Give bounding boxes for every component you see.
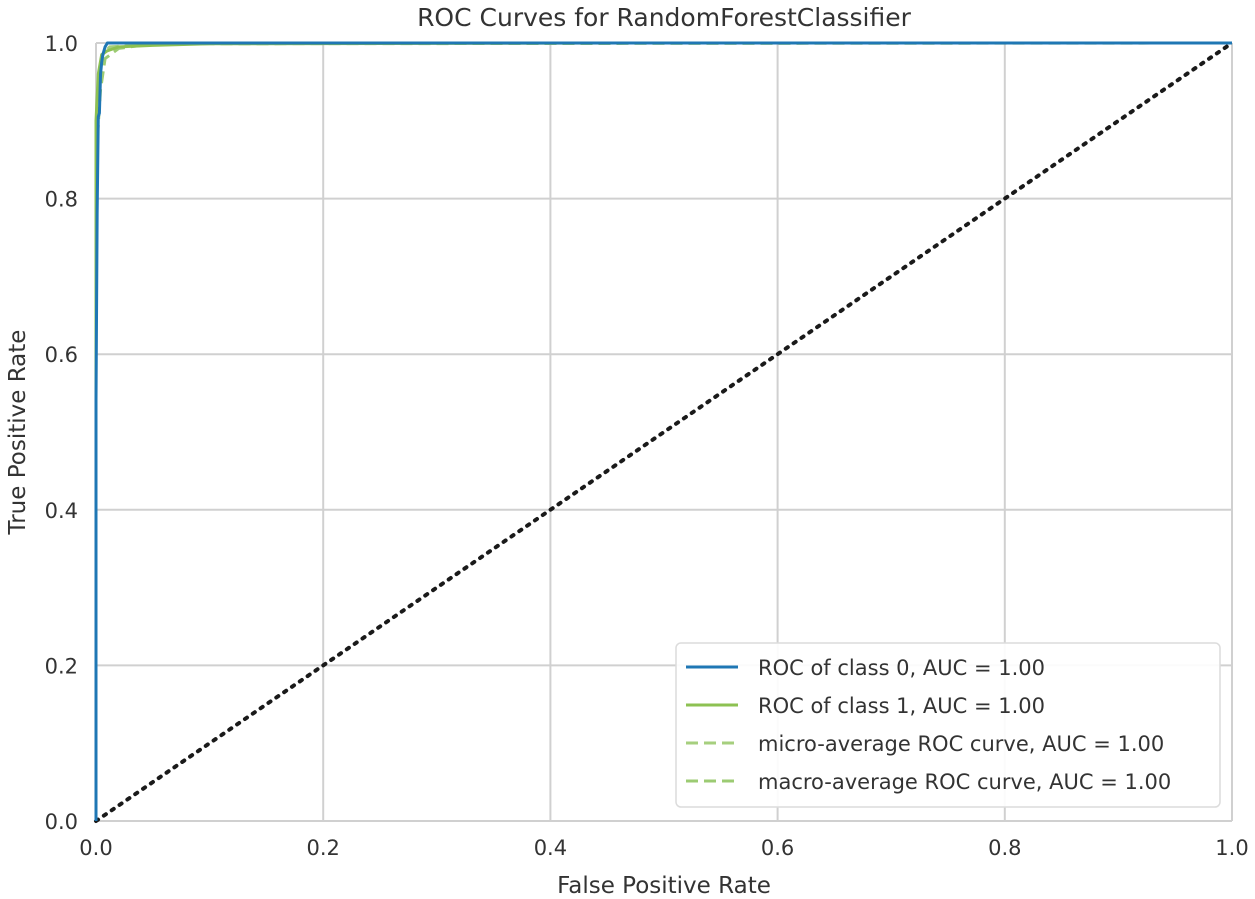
- y-tick-label: 0.0: [45, 810, 78, 834]
- x-tick-label: 0.8: [988, 836, 1021, 860]
- x-tick-label: 0.4: [534, 836, 567, 860]
- y-tick-label: 0.6: [45, 343, 78, 367]
- x-tick-label: 1.0: [1215, 836, 1248, 860]
- legend: ROC of class 0, AUC = 1.00 ROC of class 1…: [675, 642, 1221, 808]
- legend-label-3: macro-average ROC curve, AUC = 1.00: [758, 770, 1171, 794]
- legend-label-1: ROC of class 1, AUC = 1.00: [758, 694, 1045, 718]
- y-tick-label: 0.2: [45, 654, 78, 678]
- x-axis-label: False Positive Rate: [557, 873, 771, 899]
- tick-label-layer: 0.0 0.2 0.4 0.6 0.8 1.0 0.0 0.2 0.4 0.6 0.8 1.0: [45, 32, 1249, 860]
- chart-title: ROC Curves for RandomForestClassifier: [417, 3, 912, 32]
- y-axis-label: True Positive Rate: [5, 330, 31, 536]
- roc-series-line-0: [94, 41, 1232, 821]
- grid-layer: [95, 42, 1233, 822]
- legend-entries: ROC of class 0, AUC = 1.00 ROC of class 1…: [686, 656, 1171, 794]
- reference-layer: [94, 41, 1234, 823]
- legend-label-0: ROC of class 0, AUC = 1.00: [758, 656, 1045, 680]
- legend-label-2: micro-average ROC curve, AUC = 1.00: [758, 732, 1164, 756]
- legend-box: [675, 642, 1221, 808]
- series-layer: [94, 41, 1233, 821]
- y-tick-label: 0.8: [45, 188, 78, 212]
- x-tick-label: 0.6: [761, 836, 794, 860]
- y-tick-label: 1.0: [45, 32, 78, 56]
- x-tick-label: 0.2: [306, 836, 339, 860]
- y-tick-label: 0.4: [45, 499, 78, 523]
- x-tick-label: 0.0: [79, 836, 112, 860]
- random-chance-diagonal: [94, 41, 1234, 823]
